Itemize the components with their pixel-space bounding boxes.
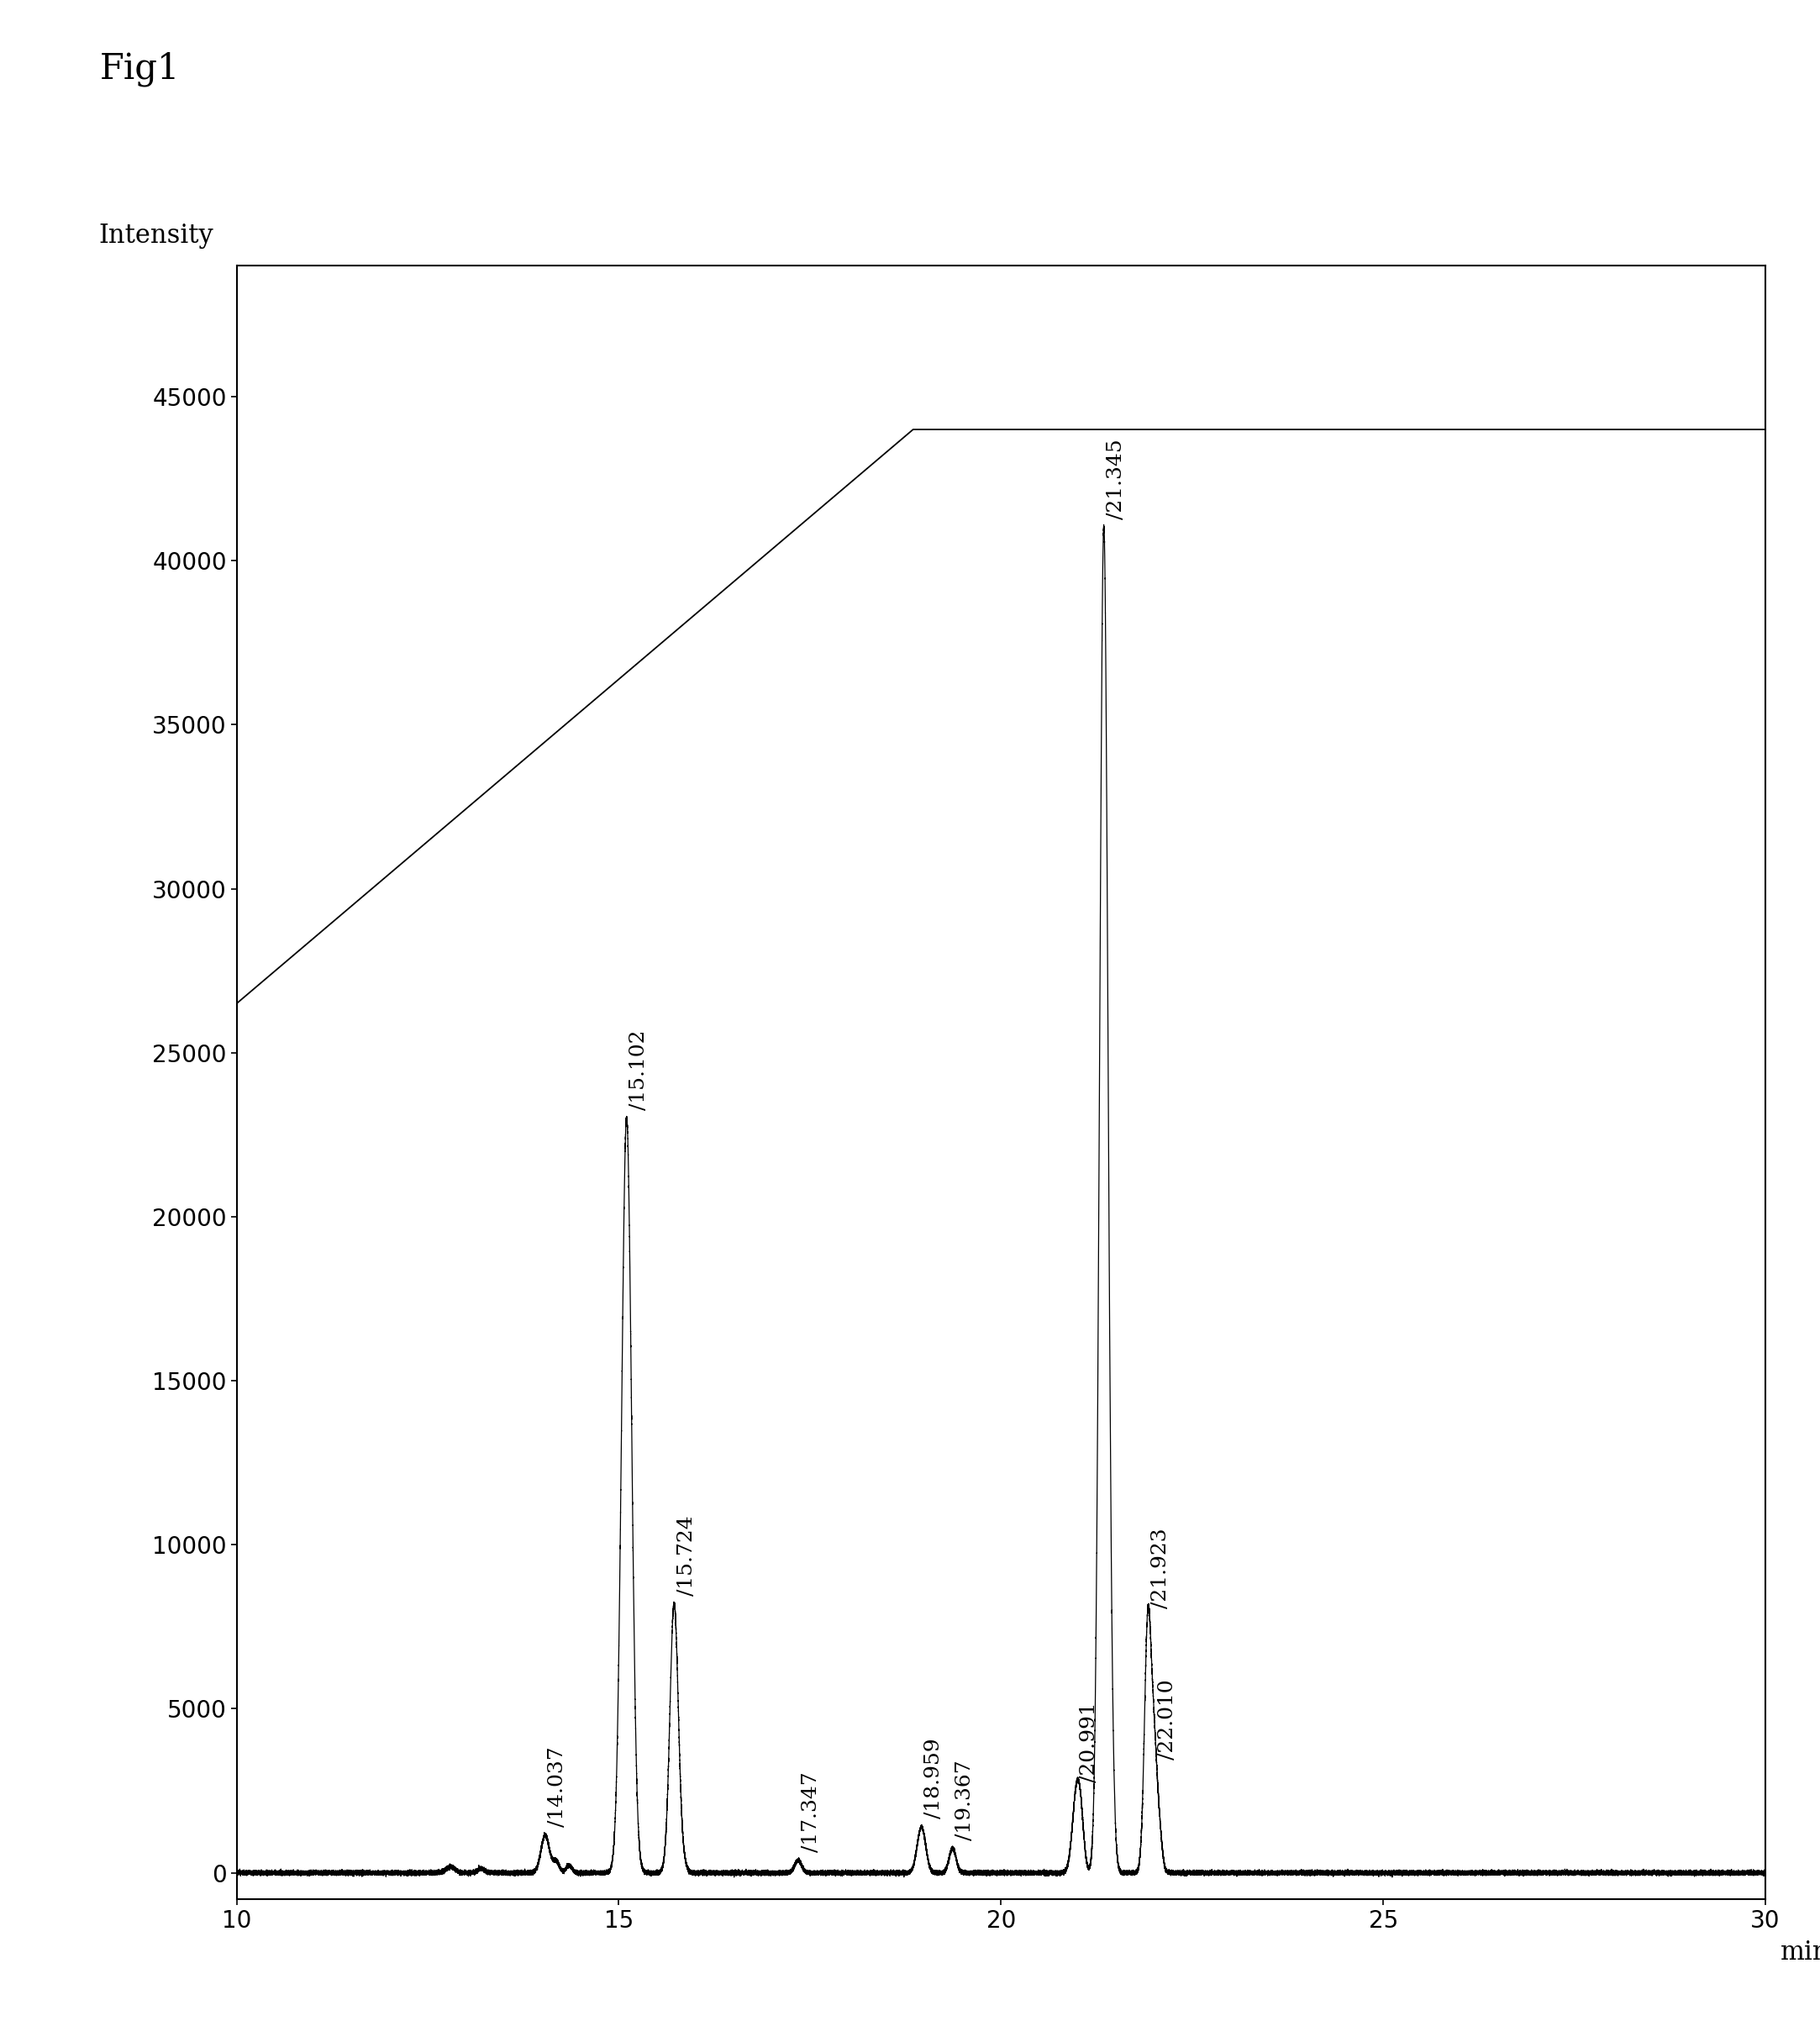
Text: /14.037: /14.037 — [548, 1746, 568, 1828]
Text: Fig1: Fig1 — [100, 51, 180, 86]
Text: /18.959: /18.959 — [925, 1738, 945, 1819]
Text: /21.923: /21.923 — [1150, 1527, 1170, 1609]
Text: /22.010: /22.010 — [1158, 1679, 1178, 1760]
Text: /15.102: /15.102 — [630, 1029, 650, 1111]
Text: /19.367: /19.367 — [956, 1760, 976, 1840]
Text: /15.724: /15.724 — [677, 1515, 697, 1595]
Text: Intensity: Intensity — [98, 223, 215, 249]
Text: /20.991: /20.991 — [1079, 1703, 1099, 1783]
Text: /17.347: /17.347 — [801, 1772, 821, 1852]
Text: /21.345: /21.345 — [1107, 439, 1127, 519]
Text: min: min — [1780, 1940, 1820, 1966]
